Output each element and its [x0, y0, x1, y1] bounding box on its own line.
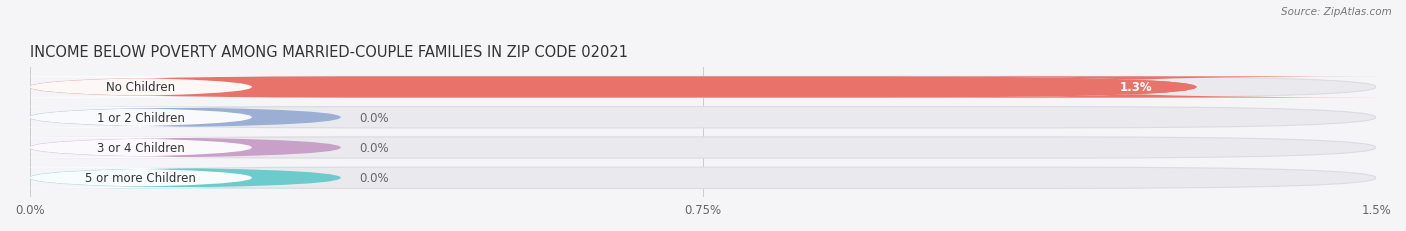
FancyBboxPatch shape: [27, 107, 344, 128]
FancyBboxPatch shape: [883, 77, 1389, 98]
Text: Source: ZipAtlas.com: Source: ZipAtlas.com: [1281, 7, 1392, 17]
FancyBboxPatch shape: [30, 107, 1376, 128]
FancyBboxPatch shape: [27, 167, 344, 188]
FancyBboxPatch shape: [0, 77, 344, 98]
FancyBboxPatch shape: [30, 77, 1197, 98]
Text: 1 or 2 Children: 1 or 2 Children: [97, 111, 184, 124]
FancyBboxPatch shape: [0, 167, 344, 188]
Text: 5 or more Children: 5 or more Children: [86, 172, 197, 185]
FancyBboxPatch shape: [0, 107, 344, 128]
FancyBboxPatch shape: [30, 77, 1376, 98]
Text: 1.3%: 1.3%: [1119, 81, 1153, 94]
FancyBboxPatch shape: [30, 167, 1376, 188]
Text: 3 or 4 Children: 3 or 4 Children: [97, 141, 184, 154]
Text: No Children: No Children: [107, 81, 176, 94]
FancyBboxPatch shape: [0, 137, 344, 158]
Text: INCOME BELOW POVERTY AMONG MARRIED-COUPLE FAMILIES IN ZIP CODE 02021: INCOME BELOW POVERTY AMONG MARRIED-COUPL…: [30, 45, 628, 60]
Text: 0.0%: 0.0%: [359, 172, 388, 185]
FancyBboxPatch shape: [30, 137, 1376, 158]
Text: 0.0%: 0.0%: [359, 141, 388, 154]
Text: 0.0%: 0.0%: [359, 111, 388, 124]
FancyBboxPatch shape: [27, 137, 344, 158]
